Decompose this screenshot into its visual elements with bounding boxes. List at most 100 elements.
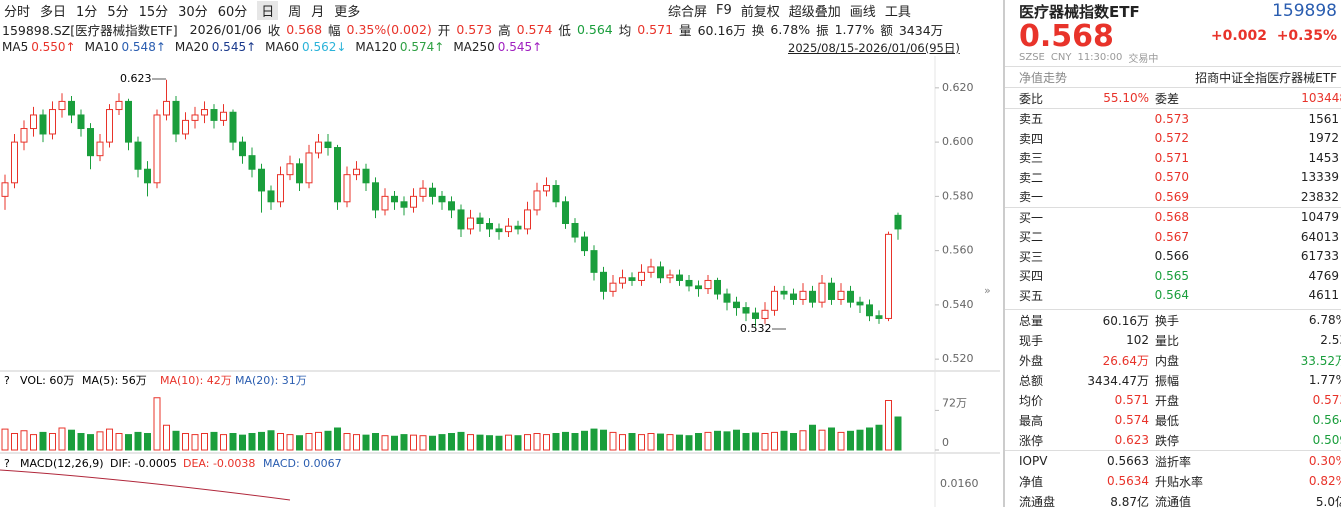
- label: 高: [498, 22, 511, 38]
- period[interactable]: 多日: [40, 4, 67, 20]
- volume-bar: [714, 430, 721, 451]
- period[interactable]: 15分: [138, 4, 169, 20]
- period[interactable]: 60分: [217, 4, 248, 20]
- nav-trend[interactable]: 净值走势: [1019, 70, 1068, 85]
- period[interactable]: 更多: [334, 4, 361, 20]
- volume-bar: [334, 427, 341, 451]
- tool[interactable]: 超级叠加: [788, 4, 841, 20]
- volume-bar: [628, 433, 636, 451]
- value: 0.509: [1312, 433, 1341, 447]
- value: 1.77%: [834, 21, 875, 37]
- ma-value: 0.574↑: [399, 40, 445, 54]
- label: 买五: [1019, 288, 1044, 303]
- tool[interactable]: 综合屏: [668, 4, 708, 20]
- value: 0.573: [1154, 111, 1189, 126]
- volume-bar: [362, 434, 370, 451]
- expand[interactable]: »: [984, 284, 991, 297]
- candle-body: [400, 201, 408, 208]
- date-range[interactable]: 2025/08/15-2026/01/06(95日): [788, 41, 960, 55]
- tool[interactable]: 画线: [849, 4, 876, 20]
- volume-bar: [296, 435, 303, 451]
- vol-ma: MA(20): 31万: [235, 374, 307, 387]
- tool[interactable]: 前复权: [740, 4, 780, 20]
- candle-body: [875, 315, 883, 319]
- volume-bar: [448, 433, 455, 451]
- value: 6.78%: [1308, 313, 1341, 327]
- macd-value: MACD: 0.0067: [263, 457, 342, 470]
- volume-bar: [201, 433, 208, 451]
- volume-bar: [106, 428, 113, 451]
- volume-bar: [134, 431, 142, 451]
- label: 跌停: [1155, 433, 1180, 448]
- candle-body: [30, 114, 37, 130]
- value: 0.571: [1114, 393, 1149, 407]
- label: 振: [816, 22, 829, 38]
- candle-body: [315, 141, 322, 154]
- row: 外盘 26.64万 内盘 33.52万: [1005, 350, 1341, 370]
- label: 流通值: [1155, 494, 1192, 509]
- candle-body: [381, 195, 389, 211]
- ma-bar: MA5 0.550↑ MA10 0.548↑ MA20 0.545↑ MA60 0.56…: [2, 38, 542, 56]
- bids: 买一 0.568 10479 买二 0.567 64013 买三 0.566 61733 买四 0.…: [1005, 206, 1341, 306]
- period[interactable]: 月: [311, 4, 325, 20]
- volume-bar: [742, 433, 750, 451]
- tool[interactable]: 工具: [884, 4, 911, 20]
- value: 3434.47万: [1087, 373, 1149, 388]
- annotation: 0.623: [120, 72, 152, 85]
- volume-bar: [476, 434, 484, 451]
- period[interactable]: 周: [288, 4, 302, 20]
- candle-body: [657, 266, 664, 279]
- volume-bar: [818, 429, 826, 451]
- ma-value: 0.550↑: [31, 40, 76, 54]
- value: 0.35%(0.002): [346, 21, 432, 37]
- tool[interactable]: F9: [716, 2, 732, 18]
- label: 1453: [1308, 150, 1339, 165]
- title: 医疗器械指数ETF: [1019, 2, 1140, 21]
- volume-bar: [115, 433, 123, 451]
- label: 64013: [1300, 229, 1339, 244]
- candle-body: [343, 174, 351, 203]
- period[interactable]: 日: [257, 0, 279, 20]
- label: 卖二: [1019, 170, 1044, 185]
- candle-body: [638, 271, 645, 281]
- candle-body: [438, 195, 446, 203]
- value: 0.82%: [1308, 474, 1341, 488]
- candle-body: [885, 233, 892, 319]
- volume-bar: [68, 429, 75, 451]
- candle-body: [809, 290, 816, 303]
- iopv: IOPV 0.5663 溢折率 0.30% 净值 0.5634 升贴水率 0.82% 流通盘 8.…: [1005, 450, 1341, 511]
- code: 159898.SZ[医疗器械指数ETF]: [2, 22, 178, 38]
- label: 均价: [1019, 393, 1044, 408]
- volume-bar: [723, 431, 731, 451]
- asks: 卖五 0.573 1561 卖四 0.572 1972 卖三 0.571 1453 卖二 0.570…: [1005, 108, 1341, 207]
- candle-body: [267, 190, 275, 203]
- volume-bar: [286, 434, 294, 451]
- volume-bar: [20, 430, 28, 451]
- period[interactable]: 分时: [4, 4, 31, 20]
- ma-name: MA120: [355, 40, 397, 54]
- period[interactable]: 5分: [107, 4, 129, 20]
- value: 0.5634: [1107, 474, 1149, 488]
- period[interactable]: 30分: [178, 4, 208, 20]
- row: 最高 0.574 最低 0.564: [1005, 410, 1341, 430]
- volume-bar: [657, 433, 664, 451]
- volume-bar: [638, 434, 645, 451]
- volume-bar: [609, 431, 617, 451]
- candle-body: [600, 271, 607, 292]
- volume-bar: [761, 433, 769, 451]
- volume-bar: [315, 431, 322, 451]
- candle-body: [96, 141, 104, 157]
- row: 卖一 0.569 23832: [1005, 187, 1341, 207]
- volume-bar: [619, 434, 626, 451]
- value: 0.573: [456, 21, 493, 37]
- row: 卖三 0.571 1453: [1005, 148, 1341, 168]
- volume-bar: [562, 431, 569, 451]
- candle-body: [799, 290, 807, 300]
- period[interactable]: 1分: [76, 4, 98, 20]
- help: ?: [4, 374, 10, 387]
- label: 总量: [1019, 313, 1044, 328]
- label: 收: [267, 22, 281, 38]
- label: 4769: [1308, 268, 1339, 283]
- volume-bar: [87, 434, 94, 451]
- label: IOPV: [1019, 454, 1048, 468]
